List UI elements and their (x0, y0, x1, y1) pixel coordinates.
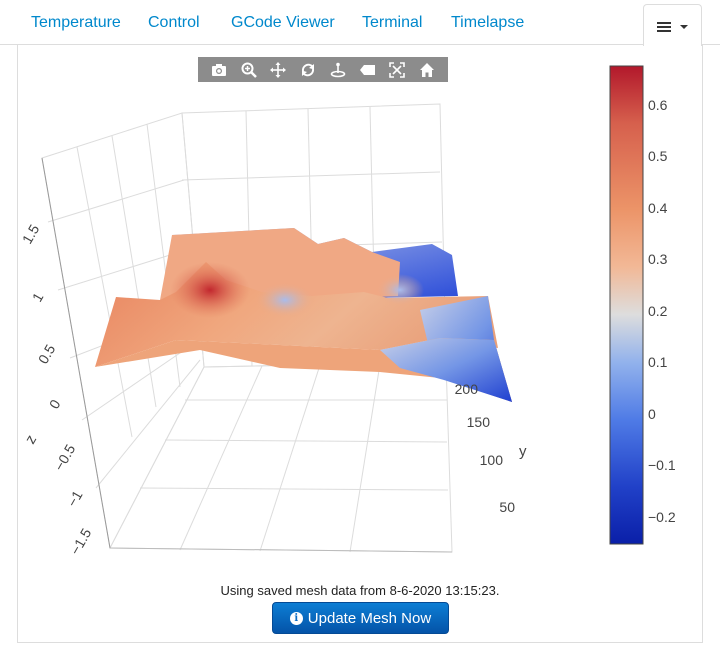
colorbar-tick: 0.3 (648, 251, 668, 267)
pan-icon[interactable] (269, 61, 287, 79)
z-axis-line (41, 157, 111, 549)
update-mesh-button[interactable]: i Update Mesh Now (272, 602, 449, 634)
z-axis-ticks: −1.5 −1 −0.5 0 0.5 1 1.5 (19, 221, 95, 557)
y-tick: 100 (480, 452, 504, 468)
floor-edge-line (109, 547, 453, 553)
bed-visualizer-panel (17, 45, 703, 643)
y-tick: 200 (455, 381, 479, 397)
z-tick: −1.5 (67, 525, 95, 557)
zoom-icon[interactable] (240, 61, 258, 79)
mesh-status-text: Using saved mesh data from 8-6-2020 13:1… (220, 583, 500, 598)
z-tick: −0.5 (51, 441, 79, 473)
tab-timelapse[interactable]: Timelapse (451, 14, 525, 31)
z-axis-label: z (22, 432, 40, 447)
home-icon[interactable] (418, 61, 436, 79)
colorbar-tick: 0.6 (648, 97, 668, 113)
plot-modebar (198, 57, 448, 82)
z-tick: 0 (46, 397, 64, 412)
caret-down-icon (680, 25, 688, 29)
mesh-surface (95, 228, 512, 402)
z-tick: 1.5 (19, 221, 43, 246)
z-tick: 1 (29, 290, 47, 305)
turntable-icon[interactable] (329, 61, 347, 79)
colorbar-tick: 0.1 (648, 354, 668, 370)
colorbar-tick: 0.4 (648, 200, 668, 216)
tab-control[interactable]: Control (148, 14, 200, 31)
update-mesh-label: Update Mesh Now (307, 609, 432, 627)
tab-bar: Temperature Control GCode Viewer Termina… (0, 0, 720, 46)
colorbar-tick: −0.2 (648, 509, 676, 525)
y-axis-label: y (519, 443, 527, 460)
colorbar-tick: 0.2 (648, 303, 668, 319)
tab-gcode-viewer[interactable]: GCode Viewer (231, 14, 335, 31)
z-tick: 0.5 (35, 341, 59, 366)
tab-terminal[interactable]: Terminal (362, 14, 423, 31)
list-icon (657, 22, 671, 32)
reset-view-icon[interactable] (359, 61, 377, 79)
info-icon: i (289, 611, 303, 625)
colorbar-tick: −0.1 (648, 457, 676, 473)
z-tick: −1 (64, 487, 86, 509)
tab-temperature[interactable]: Temperature (31, 14, 121, 31)
orbit-icon[interactable] (299, 61, 317, 79)
colorbar: 0.6 0.5 0.4 0.3 0.2 0.1 0 −0.1 −0.2 (609, 65, 676, 545)
y-tick: 150 (467, 414, 491, 430)
y-tick: 50 (499, 499, 515, 515)
autoscale-icon[interactable] (388, 61, 406, 79)
y-axis-ticks: 50 100 150 200 (455, 381, 516, 515)
more-tabs-dropdown[interactable] (643, 4, 702, 46)
camera-icon[interactable] (210, 61, 228, 79)
colorbar-tick: 0.5 (648, 148, 668, 164)
colorbar-tick: 0 (648, 406, 656, 422)
